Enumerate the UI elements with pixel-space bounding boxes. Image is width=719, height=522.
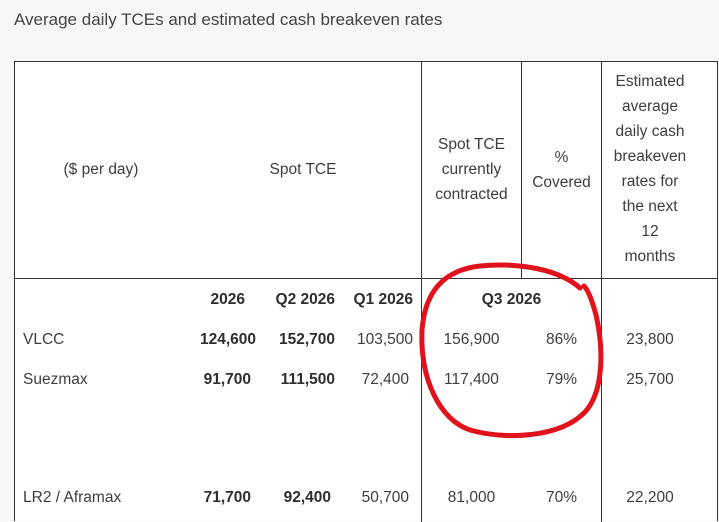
cell-breakeven: 25,700	[626, 371, 674, 388]
pct-covered-header: % Covered	[532, 149, 591, 191]
cell-q1: 72,400	[361, 371, 409, 388]
cell-q3: 117,400	[444, 371, 499, 388]
cell-2026: 91,700	[203, 371, 251, 388]
spot-contracted-header: Spot TCE currently contracted	[435, 136, 508, 203]
cell-q2: 92,400	[283, 489, 331, 506]
cell-q1: 103,500	[356, 331, 413, 348]
cell-q3: 156,900	[443, 331, 500, 348]
cell-q1: 50,700	[361, 489, 409, 506]
row-label: Suezmax	[23, 371, 88, 388]
row-label: LR2 / Aframax	[23, 489, 122, 506]
header-divider	[15, 278, 717, 279]
spot-tce-header: Spot TCE	[269, 161, 337, 178]
table-title: Average daily TCEs and estimated cash br…	[14, 10, 443, 29]
row-label: VLCC	[23, 331, 65, 348]
cell-q2: 111,500	[280, 371, 335, 388]
cell-breakeven: 22,200	[626, 489, 674, 506]
cell-q3: 81,000	[447, 489, 496, 506]
col-2026: 2026	[210, 291, 245, 308]
cell-pct: 70%	[545, 489, 578, 506]
cell-2026: 124,600	[199, 331, 256, 348]
cell-breakeven: 23,800	[626, 331, 674, 348]
tce-table: ($ per day) Spot TCE Spot TCE currently …	[14, 61, 718, 522]
breakeven-header: Estimated average daily cash breakeven r…	[613, 73, 687, 265]
column-divider	[521, 62, 522, 278]
cell-pct: 79%	[545, 371, 578, 388]
cell-q2: 152,700	[278, 331, 335, 348]
col-q3-2026: Q3 2026	[481, 291, 542, 308]
col-q2-2026: Q2 2026	[275, 291, 335, 308]
cell-pct: 86%	[545, 331, 578, 348]
unit-label: ($ per day)	[63, 161, 139, 178]
cell-2026: 71,700	[203, 489, 251, 506]
col-q1-2026: Q1 2026	[353, 291, 413, 308]
